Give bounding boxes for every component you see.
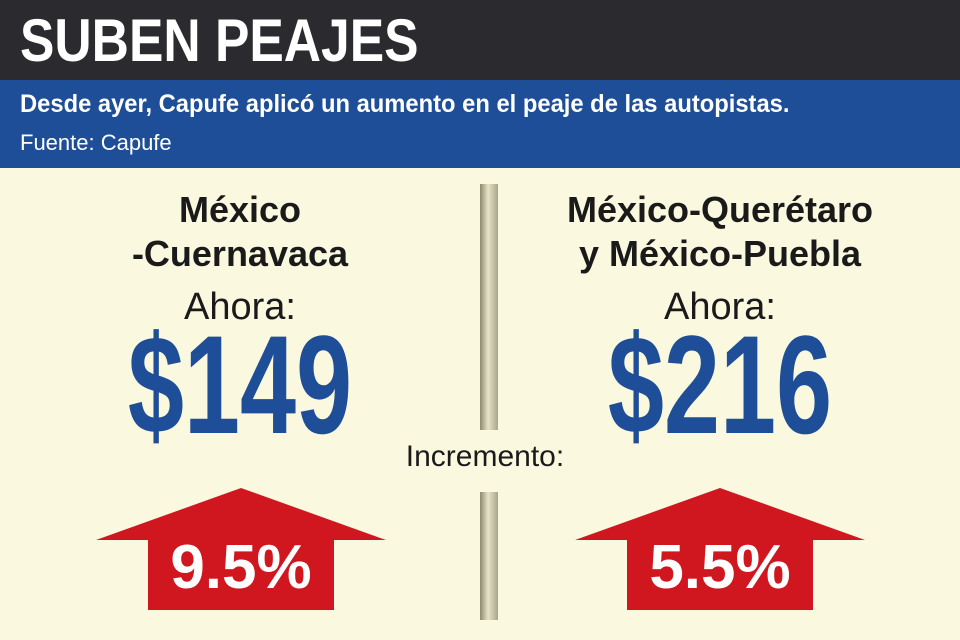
right-increase-value: 5.5% xyxy=(649,533,791,602)
up-arrow-icon xyxy=(96,488,386,610)
right-route-line1: México-Querétaro xyxy=(566,189,874,230)
subtitle-bar xyxy=(0,80,960,168)
title-bar xyxy=(0,0,960,80)
left-increase-value: 9.5% xyxy=(170,533,312,602)
left-route-line2: -Cuernavaca xyxy=(131,233,349,274)
right-route-line2: y México-Puebla xyxy=(578,233,862,274)
divider-bottom xyxy=(480,492,498,620)
right-increase-arrow: 5.5% xyxy=(575,488,865,610)
divider-top xyxy=(480,184,498,430)
left-now-label: Ahora: xyxy=(184,286,296,328)
up-arrow-icon xyxy=(575,488,865,610)
page-title: SUBEN PEAJES xyxy=(20,7,419,74)
left-increase-arrow: 9.5% xyxy=(96,488,386,610)
increase-label: Incremento: xyxy=(405,440,565,473)
right-price: $216 xyxy=(607,306,833,463)
subtitle: Desde ayer, Capufe aplicó un aumento en … xyxy=(20,90,790,118)
left-price: $149 xyxy=(127,306,353,463)
source-credit: Fuente: Capufe xyxy=(20,130,172,155)
right-now-label: Ahora: xyxy=(664,286,776,328)
left-route-line1: México xyxy=(178,189,302,230)
